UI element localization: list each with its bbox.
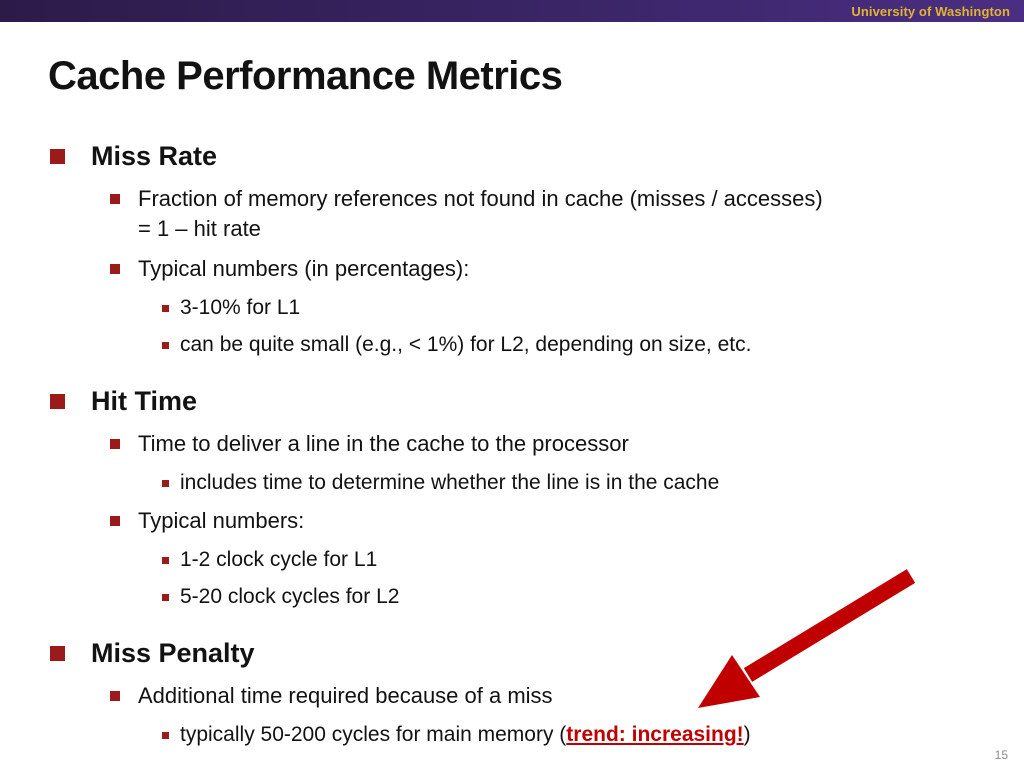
bullet-square-icon — [110, 516, 120, 526]
section-heading-miss-rate: Miss Rate — [0, 140, 1024, 172]
bullet-item: Fraction of memory references not found … — [0, 184, 1024, 244]
bullet-square-icon — [110, 264, 120, 274]
section-heading-label: Hit Time — [91, 386, 198, 416]
bullet-text: Fraction of memory references not found … — [138, 186, 823, 241]
bullet-item: Time to deliver a line in the cache to t… — [0, 429, 1024, 459]
brand-text: University of Washington — [851, 3, 1010, 19]
bullet-text: Typical numbers: — [138, 508, 305, 533]
bullet-square-icon — [162, 480, 169, 487]
bullet-square-icon — [162, 305, 169, 312]
bullet-text: Typical numbers (in percentages): — [138, 256, 470, 281]
bullet-text: 3-10% for L1 — [180, 296, 301, 319]
bullet-square-icon — [162, 557, 169, 564]
bullet-square-icon — [110, 691, 120, 701]
page-number: 15 — [994, 748, 1008, 762]
section-heading-label: Miss Rate — [91, 141, 218, 171]
bullet-item: 1-2 clock cycle for L1 — [0, 546, 1024, 574]
bullet-text: can be quite small (e.g., < 1%) for L2, … — [180, 333, 752, 356]
bullet-text: includes time to determine whether the l… — [180, 471, 720, 494]
bullet-square-icon — [110, 439, 120, 449]
section-heading-label: Miss Penalty — [91, 638, 255, 668]
bullet-text: Additional time required because of a mi… — [138, 683, 553, 708]
bullet-square-icon — [110, 194, 120, 204]
bullet-item: Additional time required because of a mi… — [0, 681, 1024, 711]
trend-highlight: trend: increasing! — [566, 723, 744, 746]
bullet-text-suffix: ) — [743, 723, 751, 746]
bullet-square-icon — [50, 646, 65, 661]
bullet-item: includes time to determine whether the l… — [0, 469, 1024, 497]
bullet-item: 3-10% for L1 — [0, 294, 1024, 322]
slide-body: Miss Rate Fraction of memory references … — [0, 114, 1024, 758]
page-title: Cache Performance Metrics — [48, 54, 563, 98]
bullet-square-icon — [162, 342, 169, 349]
red-arrow-icon — [698, 569, 916, 708]
bullet-text: Time to deliver a line in the cache to t… — [138, 431, 629, 456]
bullet-text-prefix: typically 50-200 cycles for main memory … — [180, 723, 567, 746]
header-bar: University of Washington — [0, 0, 1024, 22]
bullet-square-icon — [50, 394, 65, 409]
bullet-square-icon — [162, 732, 169, 739]
bullet-text: typically 50-200 cycles for main memory … — [180, 721, 751, 749]
bullet-square-icon — [50, 149, 65, 164]
section-heading-hit-time: Hit Time — [0, 385, 1024, 417]
bullet-item: Typical numbers (in percentages): — [0, 254, 1024, 284]
bullet-text: 5-20 clock cycles for L2 — [180, 585, 400, 608]
bullet-item: 5-20 clock cycles for L2 — [0, 583, 1024, 611]
bullet-text: 1-2 clock cycle for L1 — [180, 548, 378, 571]
bullet-square-icon — [162, 594, 169, 601]
bullet-item: typically 50-200 cycles for main memory … — [0, 721, 1024, 749]
bullet-item: Typical numbers: — [0, 506, 1024, 536]
section-heading-miss-penalty: Miss Penalty — [0, 637, 1024, 669]
bullet-item: can be quite small (e.g., < 1%) for L2, … — [0, 331, 1024, 359]
